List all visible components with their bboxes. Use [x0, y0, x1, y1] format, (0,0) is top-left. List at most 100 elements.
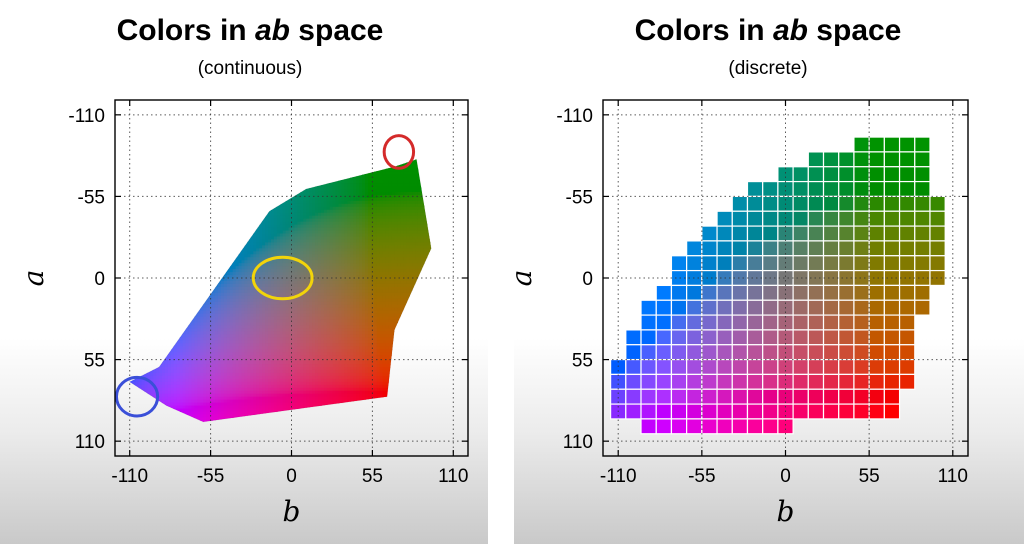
color-bin [746, 195, 764, 212]
color-bin [701, 344, 718, 361]
color-bin [746, 269, 764, 287]
color-bin [746, 418, 764, 435]
color-bin [762, 255, 779, 272]
color-bin [822, 314, 840, 331]
color-bin [868, 344, 885, 361]
color-bin [655, 373, 673, 390]
color-bin [868, 314, 885, 331]
color-bin [670, 314, 688, 331]
color-bin [853, 255, 870, 272]
color-bin [746, 299, 764, 316]
color-bin [762, 373, 779, 390]
color-bin [807, 166, 825, 183]
color-bin [929, 225, 946, 242]
color-bin [838, 388, 855, 405]
color-bin [701, 358, 718, 376]
color-bin [746, 329, 764, 346]
color-bin [762, 403, 779, 420]
color-bin [655, 284, 673, 301]
continuous-ab-chart: -110 -55 0 55 110 -110 -55 0 55 110 b a [17, 99, 469, 528]
color-bin [868, 180, 885, 198]
color-bin [822, 329, 840, 346]
color-bin [655, 403, 673, 420]
color-bin [914, 210, 931, 227]
color-bin [731, 358, 749, 376]
color-bin [731, 284, 749, 301]
color-bin [898, 166, 916, 183]
color-bin [731, 225, 749, 242]
color-bin [655, 329, 673, 346]
color-bin [701, 403, 718, 420]
color-bin [640, 358, 657, 376]
color-bin [838, 240, 855, 257]
color-bin [746, 388, 764, 405]
color-bin [670, 284, 688, 301]
color-bin [838, 403, 855, 420]
color-bin [762, 314, 779, 331]
color-bin [792, 284, 809, 301]
color-bin [838, 195, 855, 212]
color-bin [822, 225, 840, 242]
color-bin [701, 284, 718, 301]
x-tick-label: 55 [859, 466, 880, 487]
color-bin [746, 240, 764, 257]
color-bin [868, 225, 885, 242]
color-bin [640, 388, 657, 405]
color-bin [914, 284, 931, 301]
color-bin-grid [610, 136, 946, 435]
x-tick-label: -55 [197, 466, 224, 487]
color-bin [777, 418, 794, 435]
x-tick-label: 0 [286, 466, 297, 487]
y-tick-label: 110 [75, 432, 105, 453]
color-bin [792, 195, 809, 212]
color-bin [868, 151, 885, 168]
annotation-circle [114, 375, 160, 418]
color-bin [853, 358, 870, 376]
color-bin [716, 314, 733, 331]
color-bin [716, 358, 733, 376]
color-bin [868, 403, 885, 420]
color-bin [914, 151, 931, 168]
color-bin [898, 329, 916, 346]
color-bin [822, 151, 840, 168]
color-bin [914, 195, 931, 212]
y-tick-label: 110 [563, 432, 593, 453]
color-bin [853, 240, 870, 257]
color-bin [670, 403, 688, 420]
color-bin [746, 210, 764, 227]
color-bin [686, 388, 703, 405]
color-bin [701, 269, 718, 287]
color-bin [883, 225, 901, 242]
color-bin [610, 373, 627, 390]
y-tick-label: 0 [94, 269, 105, 290]
color-bin [655, 418, 673, 435]
color-bin [807, 344, 825, 361]
color-bin [746, 314, 764, 331]
color-bin [686, 418, 703, 435]
color-bin [716, 299, 733, 316]
chart-title: Colors in ab space [634, 14, 902, 47]
color-bin [914, 225, 931, 242]
color-bin [716, 388, 733, 405]
color-bin [762, 344, 779, 361]
color-bin [686, 284, 703, 301]
color-bin [853, 151, 870, 168]
color-bin [701, 299, 718, 316]
color-bin [853, 373, 870, 390]
color-bin [898, 240, 916, 257]
color-bin [777, 373, 794, 390]
color-bin [838, 314, 855, 331]
color-bin [625, 388, 642, 405]
color-bin [731, 388, 749, 405]
color-bin [868, 284, 885, 301]
color-bin [686, 240, 703, 257]
color-bin [777, 225, 794, 242]
discrete-ab-chart: -110 -55 0 55 110 -110 -55 0 55 110 b a [505, 99, 969, 528]
x-axis-label: b [777, 495, 795, 528]
color-bin [716, 240, 733, 257]
color-bin [838, 225, 855, 242]
color-bin [716, 344, 733, 361]
color-bin [746, 180, 764, 198]
color-bin [898, 151, 916, 168]
color-bin [640, 314, 657, 331]
